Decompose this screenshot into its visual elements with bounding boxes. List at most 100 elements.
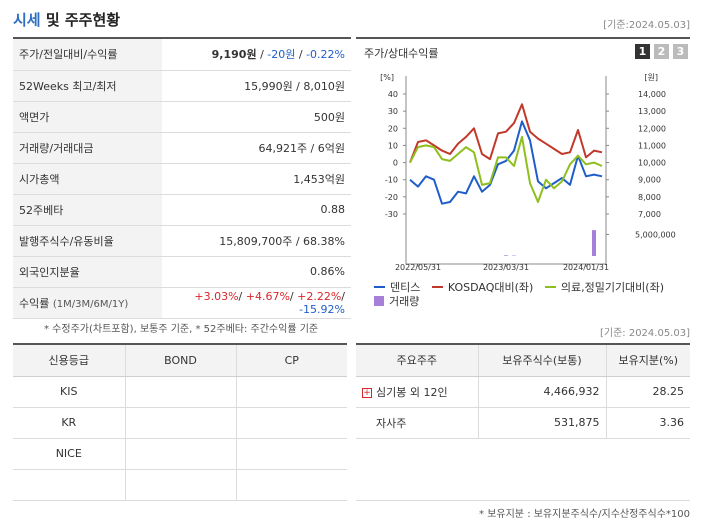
quote-row: 시가총액 1,453억원	[13, 163, 351, 195]
series-line	[409, 120, 603, 205]
holder-name: 자사주	[356, 407, 479, 439]
left-tick-label: 40	[388, 90, 398, 99]
credit-agency: KR	[13, 407, 126, 439]
price-change-rate: -0.22%	[306, 48, 345, 62]
credit-agency: KIS	[13, 376, 126, 408]
quote-label: 시가총액	[13, 163, 163, 195]
table-row: NICE	[13, 438, 347, 470]
expand-plus-icon[interactable]: +	[362, 387, 372, 398]
right-axis-unit: [원]	[644, 73, 658, 82]
credit-cp	[236, 438, 347, 470]
column-header: 보유지분(%)	[606, 345, 690, 377]
return-1y: -15.92%	[299, 302, 345, 316]
table-row: 자사주 531,875 3.36	[356, 407, 690, 439]
quote-row: 52Weeks 최고/최저 15,990원 / 8,010원	[13, 70, 351, 102]
quote-label-sub: (1M/3M/6M/1Y)	[52, 298, 129, 310]
holder-shares: 4,466,932	[478, 376, 607, 408]
x-tick-label: 2022/05/31	[395, 263, 441, 272]
holder-name: 심기봉 외 12인	[376, 385, 448, 399]
credit-base-date: [기준: 2024.05.03]	[599, 328, 690, 339]
quote-label: 액면가	[13, 101, 163, 133]
credit-bond	[125, 407, 237, 439]
quote-value: 0.88	[162, 194, 351, 226]
right-tick-label: 9,000	[638, 176, 661, 185]
left-tick-label: 10	[388, 141, 398, 150]
quote-label: 주가/전일대비/수익률	[13, 39, 163, 71]
credit-header-row: 신용등급 BOND CP	[13, 345, 347, 377]
credit-rating-table: 신용등급 BOND CP KIS KR NICE	[13, 345, 347, 501]
volume-bar	[504, 255, 508, 256]
credit-cp	[236, 407, 347, 439]
chart-legend-volume: 거래량	[374, 293, 427, 309]
quote-row: 52주베타 0.88	[13, 194, 351, 226]
chart-page-3-button[interactable]: 3	[673, 44, 688, 59]
left-tick-label: -20	[385, 193, 398, 202]
table-row: KR	[13, 407, 347, 439]
table-row: + 심기봉 외 12인 4,466,932 28.25	[356, 376, 690, 408]
table-row: KIS	[13, 376, 347, 408]
base-date: [기준:2024.05.03]	[603, 20, 690, 31]
credit-cp	[236, 376, 347, 408]
right-tick-label: 7,000	[638, 210, 661, 219]
quote-value: 0.86%	[162, 256, 351, 288]
quote-row-price: 주가/전일대비/수익률 9,190원 / -20원 / -0.22%	[13, 39, 351, 71]
legend-item: 의료,정밀기기대비(좌)	[544, 279, 664, 295]
column-header: CP	[236, 345, 347, 377]
quote-table: 주가/전일대비/수익률 9,190원 / -20원 / -0.22% 52Wee…	[13, 39, 351, 319]
current-price: 9,190원	[211, 48, 257, 62]
legend-item: 거래량	[374, 293, 419, 309]
series-line	[409, 135, 603, 203]
return-3m: +4.67%	[245, 289, 290, 303]
holder-pct: 28.25	[606, 376, 690, 408]
credit-agency	[13, 469, 126, 501]
volume-bars	[504, 230, 596, 256]
quote-row: 외국인지분율 0.86%	[13, 256, 351, 288]
quote-row: 거래량/거래대금 64,921주 / 6억원	[13, 132, 351, 164]
series-line	[409, 103, 603, 163]
right-tick-label: 8,000	[638, 193, 661, 202]
x-tick-label: 2024/01/31	[563, 263, 609, 272]
legend-item: 덴티스	[374, 279, 420, 295]
column-header: 주요주주	[356, 345, 479, 377]
quote-label: 거래량/거래대금	[13, 132, 163, 164]
quote-label: 발행주식수/유동비율	[13, 225, 163, 257]
chart-legend: 덴티스 KOSDAQ대비(좌) 의료,정밀기기대비(좌)	[374, 278, 694, 295]
quote-value: 1,453억원	[162, 163, 351, 195]
quote-value: 15,990원 / 8,010원	[162, 70, 351, 102]
table-row	[13, 469, 347, 501]
volume-tick-label: 5,000,000	[635, 230, 676, 239]
major-holders-table: 주요주주 보유주식수(보통) 보유지분(%) + 심기봉 외 12인 4,466,…	[356, 345, 690, 439]
x-tick-label: 2023/03/31	[483, 263, 529, 272]
quote-row: 발행주식수/유동비율 15,809,700주 / 68.38%	[13, 225, 351, 257]
holders-note: * 보유지분 : 보유지분주식수/지수산정주식수*100	[479, 509, 690, 520]
quote-label: 외국인지분율	[13, 256, 163, 288]
quote-value: 500원	[162, 101, 351, 133]
credit-cp	[236, 469, 347, 501]
return-1m: +3.03%	[194, 289, 239, 303]
left-tick-label: 0	[393, 159, 398, 168]
column-header: 보유주식수(보통)	[478, 345, 607, 377]
chart-page-2-button[interactable]: 2	[654, 44, 669, 59]
x-axis-ticks: 2022/05/31 2023/03/31 2024/01/31	[395, 263, 609, 272]
left-tick-label: 30	[388, 107, 398, 116]
credit-agency: NICE	[13, 438, 126, 470]
quote-row: 액면가 500원	[13, 101, 351, 133]
right-tick-label: 12,000	[638, 124, 666, 133]
left-axis-ticks: 40 30 20 10 0 -10 -20 -30	[385, 90, 406, 219]
column-header: 신용등급	[13, 345, 126, 377]
chart-page-1-button[interactable]: 1	[635, 44, 650, 59]
quote-label: 수익률	[19, 296, 50, 310]
credit-bond	[125, 438, 237, 470]
quote-note: * 수정주가(차트포함), 보통주 기준, * 52주베타: 주간수익률 기준	[44, 324, 319, 335]
holders-header-row: 주요주주 보유주식수(보통) 보유지분(%)	[356, 345, 690, 377]
left-axis-unit: [%]	[380, 73, 394, 82]
column-header: BOND	[125, 345, 237, 377]
legend-item: KOSDAQ대비(좌)	[431, 279, 533, 295]
holder-shares: 531,875	[478, 407, 607, 439]
quote-row-returns: 수익률 (1M/3M/6M/1Y) +3.03%/ +4.67%/ +2.22%…	[13, 287, 351, 319]
left-tick-label: -10	[385, 176, 398, 185]
chart-lines	[409, 103, 603, 205]
price-change: -20원	[267, 48, 296, 62]
quote-value: 15,809,700주 / 68.38%	[162, 225, 351, 257]
